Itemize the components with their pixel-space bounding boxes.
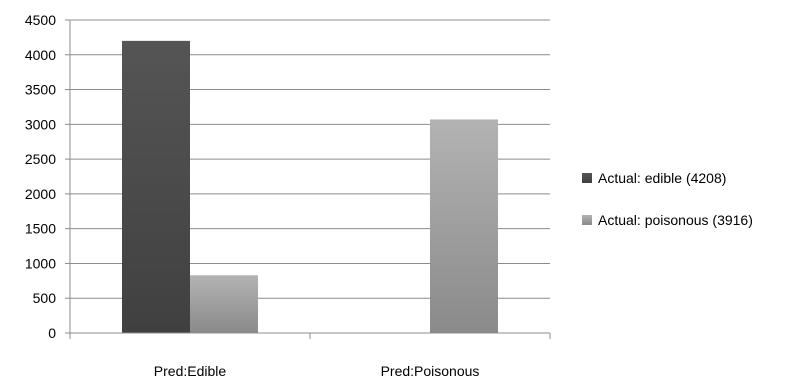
y-tick-label: 3500 xyxy=(25,82,56,98)
y-tick-label: 1500 xyxy=(25,221,56,237)
bars xyxy=(122,40,498,333)
bar-actual-edible-pred-edible xyxy=(122,40,190,333)
x-category-label: Pred:Edible xyxy=(154,363,227,379)
legend-swatch xyxy=(582,215,592,225)
axes xyxy=(65,19,551,339)
bar-actual-poisonous-pred-edible xyxy=(190,275,258,333)
y-tick-label: 500 xyxy=(33,290,57,306)
legend-label: Actual: poisonous (3916) xyxy=(598,212,753,228)
y-tick-label: 4500 xyxy=(25,12,56,28)
axis-labels: 0 500 1000 1500 2000 2500 3000 3500 4000 4500 Pred… xyxy=(25,12,480,379)
y-tick-label: 2000 xyxy=(25,186,56,202)
legend-swatch xyxy=(582,173,592,183)
x-category-label: Pred:Poisonous xyxy=(381,363,480,379)
y-tick-label: 0 xyxy=(48,325,56,341)
bar-actual-poisonous-pred-poisonous xyxy=(430,119,498,333)
legend-label: Actual: edible (4208) xyxy=(598,170,726,186)
legend: Actual: edible (4208) Actual: poisonous (… xyxy=(582,170,753,228)
y-tick-label: 4000 xyxy=(25,47,56,63)
y-tick-label: 2500 xyxy=(25,151,56,167)
y-tick-label: 3000 xyxy=(25,116,56,132)
y-tick-label: 1000 xyxy=(25,255,56,271)
